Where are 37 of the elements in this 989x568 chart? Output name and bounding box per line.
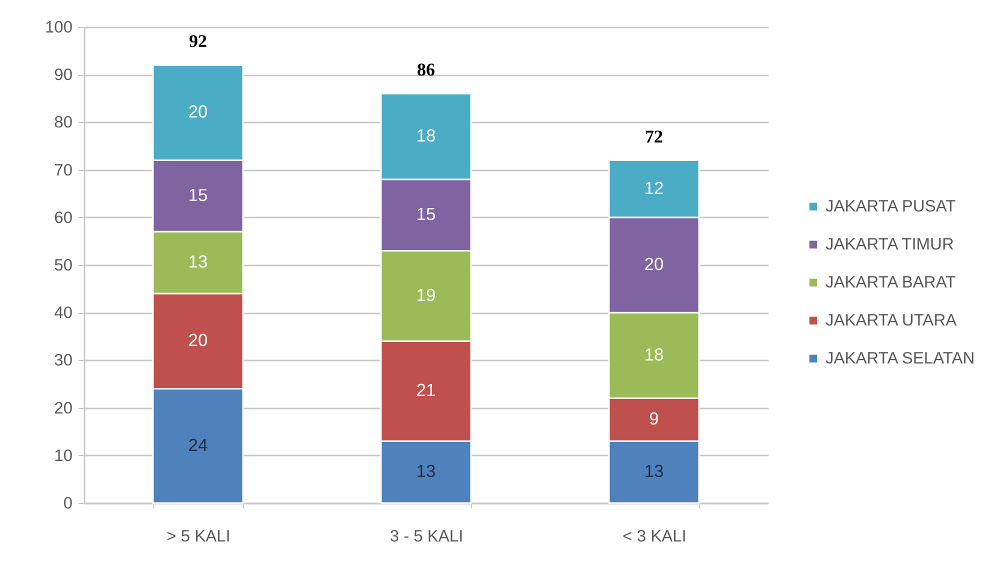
data-label: 21 (416, 380, 436, 400)
data-label: 13 (188, 252, 208, 272)
y-tick-label: 30 (54, 352, 72, 370)
data-label: 18 (416, 125, 436, 146)
x-tick-label: 3 - 5 KALI (390, 528, 464, 546)
y-tick-label: 10 (54, 446, 72, 465)
y-tick-label: 40 (54, 304, 72, 322)
y-tick-label: 0 (63, 494, 72, 512)
legend-label: JAKARTA SELATAN (826, 350, 975, 368)
legend-label: JAKARTA TIMUR (826, 236, 954, 254)
legend-label: JAKARTA PUSAT (826, 198, 956, 216)
legend-label: JAKARTA UTARA (826, 312, 957, 330)
y-tick-label: 80 (54, 114, 72, 132)
data-label: 9 (649, 408, 659, 429)
legend-label: JAKARTA BARAT (826, 274, 956, 292)
data-label: 12 (644, 178, 664, 198)
data-label: 15 (416, 204, 436, 224)
data-label: 18 (644, 344, 664, 364)
data-label: 20 (188, 102, 208, 122)
data-label: 13 (644, 461, 664, 482)
y-tick-label: 90 (54, 66, 72, 84)
y-tick-label: 50 (54, 256, 72, 274)
total-label: 92 (189, 31, 207, 52)
data-label: 20 (644, 254, 664, 274)
y-tick-label: 20 (54, 399, 72, 418)
total-label: 86 (417, 60, 435, 80)
data-label: 13 (416, 461, 436, 482)
data-label: 24 (188, 434, 208, 455)
total-label: 72 (645, 126, 663, 146)
data-label: 19 (416, 284, 436, 305)
x-tick-label: > 5 KALI (166, 528, 230, 546)
y-tick-label: 100 (44, 18, 72, 36)
y-tick-label: 60 (54, 208, 72, 227)
y-tick-label: 70 (54, 161, 72, 180)
x-tick-label: < 3 KALI (622, 528, 686, 546)
data-label: 20 (188, 330, 208, 350)
data-label: 15 (188, 184, 208, 205)
